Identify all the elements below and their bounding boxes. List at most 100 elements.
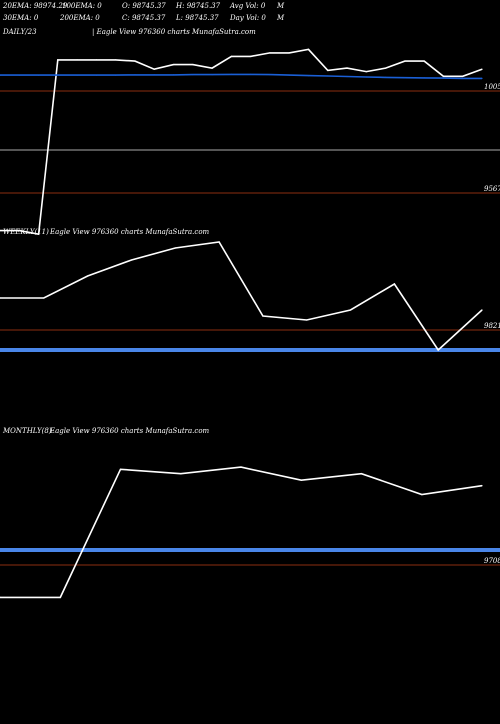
daily-series-0-point-9 [172, 64, 175, 66]
header-ema20: 20EMA: 98974.29 [2, 2, 68, 10]
daily-series-0-point-13 [250, 55, 252, 58]
daily-price-label-bottom: 9567 [484, 185, 500, 193]
daily-series-0-point-6 [115, 59, 117, 61]
weekly-series-0-point-6 [262, 315, 264, 317]
daily-series-0-point-0 [0, 230, 1, 232]
monthly-series-0-line [0, 466, 483, 599]
daily-series-0-point-14 [269, 52, 271, 54]
daily-series-0-point-11 [211, 67, 213, 69]
daily-series-1-point-25 [481, 77, 483, 79]
weekly-series-0-point-4 [174, 247, 176, 249]
weekly-price-label: 9821 [484, 322, 500, 330]
daily-panel: DAILY/23 | Eagle View 976360 charts Muna… [0, 28, 500, 236]
daily-series-0-point-19 [365, 71, 367, 73]
weekly-series-0-point-2 [87, 275, 89, 277]
daily-series-0-point-21 [404, 60, 406, 62]
daily-series-1-point-3 [57, 74, 59, 76]
daily-subtitle: | Eagle View 976360 charts MunafaSutra.c… [92, 28, 256, 36]
daily-series-1-point-8 [153, 74, 155, 76]
monthly-series-0-point-4 [240, 466, 242, 468]
weekly-series-0-point-10 [437, 349, 439, 351]
monthly-series-0-point-5 [300, 479, 302, 481]
header-info: 20EMA: 98974.29 100EMA: 0 O: 98745.37 H:… [2, 2, 285, 22]
weekly-series-0-point-5 [218, 241, 220, 243]
daily-series-1-point-5 [95, 74, 97, 76]
monthly-series-0-point-0 [0, 596, 1, 598]
weekly-title: WEEKLY(11) [3, 228, 49, 236]
weekly-series-0-point-11 [481, 309, 483, 311]
daily-series-0-point-18 [346, 67, 348, 69]
weekly-subtitle: Eagle View 976360 charts MunafaSutra.com [49, 228, 210, 236]
daily-series-1-point-14 [269, 74, 271, 76]
daily-series-0-line [0, 48, 483, 236]
daily-series-1-point-10 [192, 74, 194, 76]
header-day-vol: Day Vol: 0 [229, 14, 266, 22]
daily-series-0-point-1 [18, 230, 20, 232]
daily-series-0-point-12 [230, 55, 232, 58]
daily-series-1-point-6 [115, 74, 117, 76]
daily-series-1-point-19 [365, 76, 367, 78]
monthly-series-0-point-8 [481, 485, 483, 487]
weekly-series-0-point-3 [130, 259, 133, 261]
daily-series-1-point-12 [230, 73, 232, 75]
daily-series-1-point-0 [0, 74, 1, 76]
daily-series-0-point-17 [327, 69, 329, 71]
daily-series-0-point-25 [481, 68, 483, 70]
daily-series-1-point-15 [288, 74, 290, 76]
daily-series-1-point-13 [250, 73, 252, 75]
daily-series-1-point-1 [18, 74, 20, 76]
daily-series-0-point-2 [38, 233, 40, 235]
daily-series-1-point-18 [346, 75, 348, 78]
daily-series-0-point-10 [192, 64, 194, 66]
daily-series-1-point-23 [442, 77, 444, 79]
daily-series-0-point-23 [442, 75, 444, 77]
daily-series-0-point-4 [76, 59, 78, 61]
weekly-series-0-point-1 [43, 297, 45, 299]
daily-series-0-point-5 [95, 59, 97, 61]
weekly-series-0-point-7 [306, 319, 308, 321]
weekly-series-0-point-0 [0, 297, 1, 299]
daily-series-1-point-2 [38, 74, 40, 76]
daily-price-label-top: 1005 [484, 83, 500, 91]
monthly-series-0-point-2 [119, 468, 122, 470]
header-ema30: 30EMA: 0 [3, 14, 39, 22]
daily-series-0-point-3 [57, 59, 59, 61]
daily-series-1-point-7 [134, 74, 136, 76]
header-low: L: 98745.37 [175, 14, 219, 22]
daily-series-1-point-11 [211, 74, 213, 76]
header-avg-vol: Avg Vol: 0 [229, 2, 266, 10]
daily-series-1-point-17 [327, 75, 329, 77]
monthly-price-label: 97082 [484, 557, 500, 565]
daily-series-1-point-20 [385, 76, 387, 78]
daily-series-1-point-4 [76, 74, 78, 76]
header-m2: M [276, 14, 285, 22]
weekly-series-0-point-8 [349, 309, 352, 311]
daily-series-1-line [0, 73, 482, 80]
weekly-panel: WEEKLY(11) Eagle View 976360 charts Muna… [0, 228, 500, 352]
monthly-title: MONTHLY(8) [2, 427, 52, 435]
monthly-blue-band [0, 548, 500, 552]
monthly-subtitle: Eagle View 976360 charts MunafaSutra.com [49, 427, 210, 435]
daily-series-0-point-24 [462, 75, 464, 77]
daily-series-0-point-15 [288, 52, 290, 54]
monthly-series-0-point-7 [421, 493, 423, 496]
daily-series-1-point-21 [404, 77, 406, 79]
daily-series-1-point-24 [462, 77, 464, 79]
daily-series-1-point-9 [172, 74, 175, 76]
daily-series-0-point-7 [134, 60, 136, 62]
header-ema100: 100EMA: 0 [62, 2, 102, 10]
header-open: O: 98745.37 [122, 2, 166, 10]
monthly-series-0-point-3 [180, 473, 182, 475]
monthly-series-0-point-6 [360, 473, 363, 475]
weekly-series-0-point-9 [393, 283, 395, 285]
header-high: H: 98745.37 [175, 2, 221, 10]
header-close: C: 98745.37 [122, 14, 166, 22]
daily-series-0-point-8 [153, 68, 155, 70]
header-ema200: 200EMA: 0 [59, 14, 100, 22]
daily-series-0-point-16 [307, 48, 310, 51]
header-m1: M [276, 2, 285, 10]
daily-series-0-point-22 [423, 60, 425, 62]
weekly-blue-band [0, 348, 500, 352]
